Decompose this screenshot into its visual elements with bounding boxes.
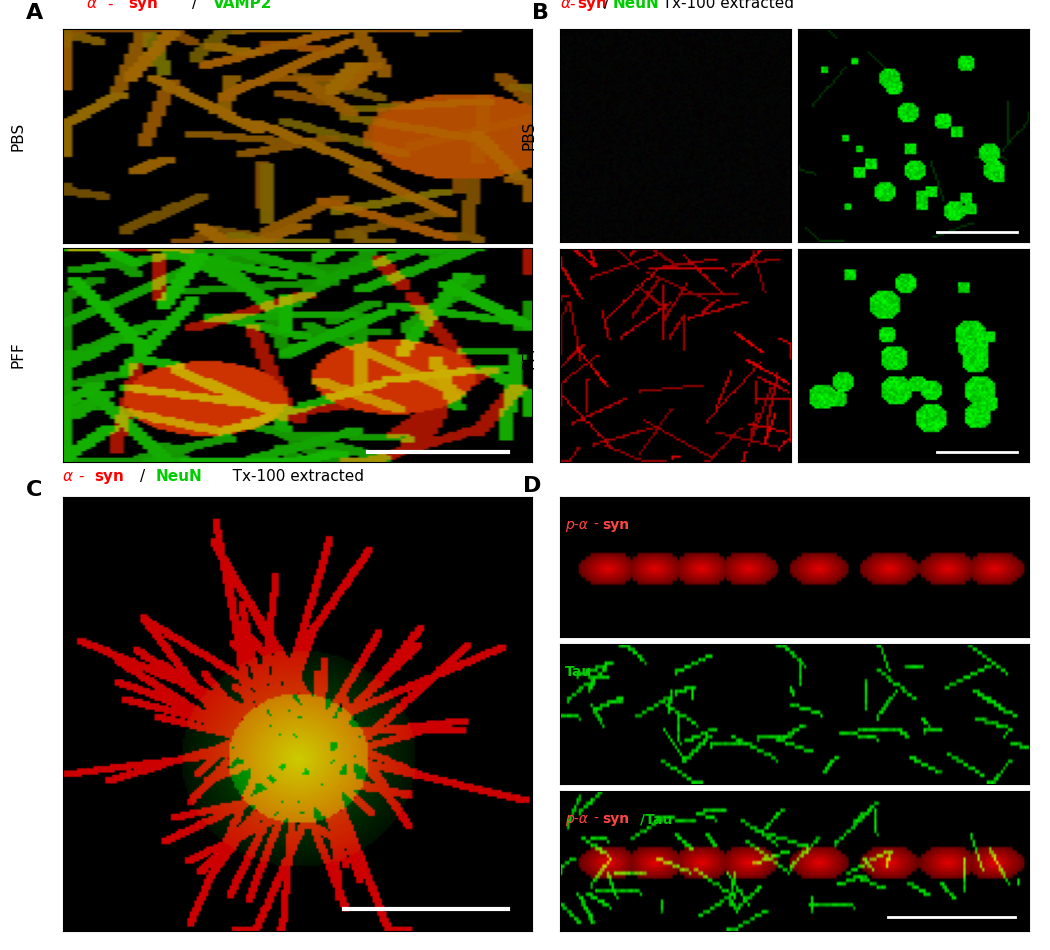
Text: /: /	[141, 469, 146, 484]
Text: /Tau: /Tau	[639, 812, 672, 826]
Text: /: /	[604, 0, 609, 11]
Text: -: -	[593, 518, 597, 532]
Y-axis label: PFF: PFF	[522, 342, 537, 369]
Text: Tx-100 extracted: Tx-100 extracted	[648, 0, 794, 11]
Text: α: α	[63, 469, 74, 484]
Text: B: B	[532, 3, 549, 23]
Text: -: -	[107, 0, 113, 11]
Text: p-α: p-α	[565, 812, 588, 826]
Text: α: α	[86, 0, 97, 11]
Text: Tau: Tau	[565, 665, 592, 679]
Y-axis label: PBS: PBS	[522, 121, 537, 150]
Y-axis label: PFF: PFF	[10, 342, 25, 369]
Text: D: D	[523, 476, 541, 496]
Text: VAMP2: VAMP2	[213, 0, 273, 11]
Text: C: C	[25, 480, 42, 500]
Text: syn: syn	[93, 469, 124, 484]
Text: /: /	[192, 0, 197, 11]
Text: syn: syn	[578, 0, 608, 11]
Text: p-α: p-α	[565, 518, 588, 532]
Text: syn: syn	[603, 812, 629, 826]
Text: -: -	[593, 812, 597, 826]
Text: -: -	[79, 469, 84, 484]
Text: syn: syn	[129, 0, 159, 11]
Text: A: A	[25, 3, 43, 23]
Text: -: -	[569, 0, 574, 11]
Text: α: α	[560, 0, 570, 11]
Text: NeuN: NeuN	[613, 0, 659, 11]
Text: Tx-100 extracted: Tx-100 extracted	[217, 469, 363, 484]
Text: NeuN: NeuN	[155, 469, 203, 484]
Text: syn: syn	[603, 518, 629, 532]
Y-axis label: PBS: PBS	[10, 122, 25, 150]
